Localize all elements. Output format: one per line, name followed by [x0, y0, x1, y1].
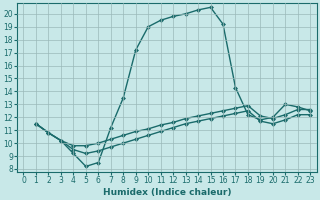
- X-axis label: Humidex (Indice chaleur): Humidex (Indice chaleur): [103, 188, 231, 197]
